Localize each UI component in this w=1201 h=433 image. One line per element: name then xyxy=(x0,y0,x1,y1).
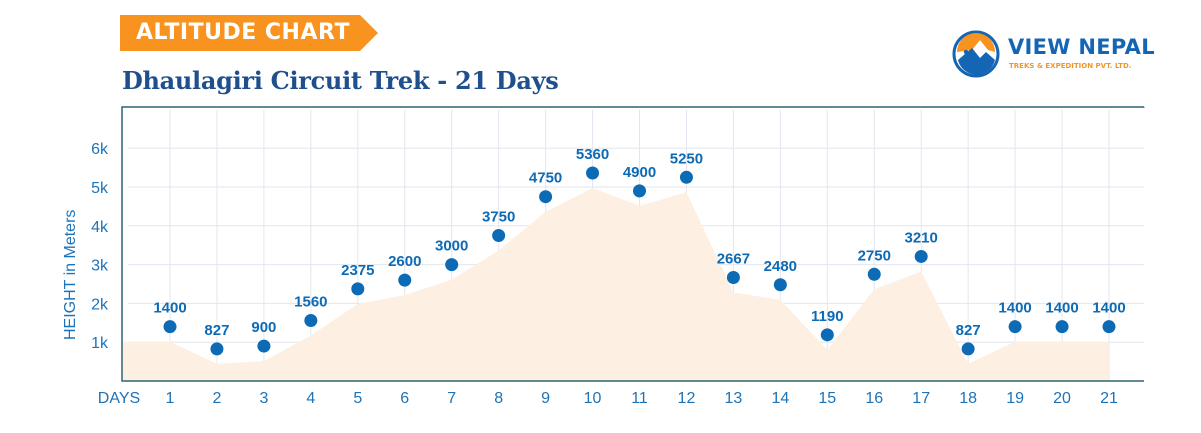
data-point-day-1 xyxy=(163,320,177,334)
data-label-day-9: 4750 xyxy=(529,170,562,187)
data-point-day-2 xyxy=(210,342,224,356)
data-point-day-6 xyxy=(398,273,412,287)
y-axis-ticks: 1k 2k 3k 4k 5k 6k xyxy=(91,141,109,352)
x-axis-ticks: DAYS 1 2 3 4 5 6 7 8 9 10 11 12 13 14 15 16 17 18 19 20 21 xyxy=(98,390,1118,407)
data-label-day-18: 827 xyxy=(956,322,981,339)
data-label-day-20: 1400 xyxy=(1045,300,1078,317)
data-point-day-8 xyxy=(492,229,506,242)
data-point-day-19 xyxy=(1008,320,1022,334)
x-tick-label: 21 xyxy=(1100,390,1118,407)
data-label-day-17: 3210 xyxy=(905,229,938,246)
banner-arrow-shape xyxy=(120,15,378,51)
data-label-day-19: 1400 xyxy=(998,300,1031,317)
data-label-day-8: 3750 xyxy=(482,209,515,226)
data-label-day-12: 5250 xyxy=(670,150,703,167)
x-tick-label: 18 xyxy=(959,390,977,407)
x-tick-label: 8 xyxy=(494,390,503,407)
x-tick-label: 9 xyxy=(541,390,550,407)
data-label-day-11: 4900 xyxy=(623,164,656,181)
x-tick-label: 3 xyxy=(259,390,268,407)
x-tick-label: 5 xyxy=(353,390,362,407)
x-tick-label: 20 xyxy=(1053,390,1071,407)
data-labels: 1400 827 900 1560 2375 2600 3000 3750 4750 5360 49… xyxy=(153,146,1125,339)
data-point-day-17 xyxy=(914,249,928,263)
x-tick-label: 15 xyxy=(818,390,836,407)
data-label-day-21: 1400 xyxy=(1092,300,1125,317)
data-label-day-7: 3000 xyxy=(435,238,468,255)
x-tick-label: 6 xyxy=(400,390,409,407)
data-point-day-10 xyxy=(586,166,600,180)
data-point-day-3 xyxy=(257,339,271,353)
x-tick-label: 7 xyxy=(447,390,456,407)
data-point-day-4 xyxy=(304,313,318,327)
chart-axes xyxy=(121,106,1145,382)
data-point-day-16 xyxy=(867,267,881,281)
page-title: Dhaulagiri Circuit Trek - 21 Days xyxy=(122,66,559,95)
y-tick-label: 3k xyxy=(91,258,109,275)
y-axis-title: HEIGHT in Meters xyxy=(62,209,79,340)
data-point-day-5 xyxy=(351,282,365,296)
data-label-day-1: 1400 xyxy=(153,300,186,317)
data-point-day-9 xyxy=(539,190,553,204)
data-label-day-13: 2667 xyxy=(717,251,750,268)
x-tick-label: 17 xyxy=(912,390,930,407)
altitude-chart-banner: ALTITUDE CHART xyxy=(120,15,378,51)
data-point-day-11 xyxy=(633,184,646,198)
x-tick-label: 2 xyxy=(212,390,221,407)
x-tick-label: 4 xyxy=(306,390,315,407)
data-label-day-15: 1190 xyxy=(811,308,844,325)
data-label-day-3: 900 xyxy=(251,319,276,336)
data-label-day-2: 827 xyxy=(204,322,229,339)
banner-label: ALTITUDE CHART xyxy=(136,20,350,45)
altitude-area xyxy=(122,188,1109,381)
data-label-day-14: 2480 xyxy=(764,258,797,275)
y-tick-label: 6k xyxy=(91,141,109,158)
data-point-day-7 xyxy=(445,258,459,272)
y-tick-label: 4k xyxy=(91,219,109,236)
data-label-day-16: 2750 xyxy=(858,247,891,264)
data-point-day-18 xyxy=(961,342,975,356)
logo-tagline: TREKS & EXPEDITION PVT. LTD. xyxy=(1009,62,1132,70)
data-point-day-21 xyxy=(1102,320,1116,334)
x-tick-label: 13 xyxy=(725,390,743,407)
data-label-day-5: 2375 xyxy=(341,262,374,279)
x-tick-label: 19 xyxy=(1006,390,1024,407)
x-tick-label: 16 xyxy=(865,390,883,407)
data-label-day-4: 1560 xyxy=(294,293,327,310)
data-point-day-20 xyxy=(1055,320,1069,334)
x-tick-label: 11 xyxy=(631,390,648,407)
mountain-trekker-icon xyxy=(952,30,1000,78)
data-label-day-6: 2600 xyxy=(388,253,421,270)
data-point-day-12 xyxy=(679,170,693,184)
y-tick-label: 1k xyxy=(91,335,109,352)
data-point-day-14 xyxy=(773,278,787,292)
data-points xyxy=(163,166,1116,356)
data-point-day-13 xyxy=(726,271,740,285)
data-point-day-15 xyxy=(820,328,834,342)
x-axis-title: DAYS xyxy=(98,390,140,407)
x-tick-label: 10 xyxy=(584,390,602,407)
y-tick-label: 5k xyxy=(91,180,109,197)
x-tick-label: 1 xyxy=(166,390,175,407)
x-tick-label: 12 xyxy=(678,390,696,407)
x-tick-label: 14 xyxy=(771,390,789,407)
company-logo: VIEW NEPAL TREKS & EXPEDITION PVT. LTD. xyxy=(952,30,1155,80)
data-label-day-10: 5360 xyxy=(576,146,609,163)
y-tick-label: 2k xyxy=(91,296,109,313)
logo-name: VIEW NEPAL xyxy=(1008,35,1155,59)
